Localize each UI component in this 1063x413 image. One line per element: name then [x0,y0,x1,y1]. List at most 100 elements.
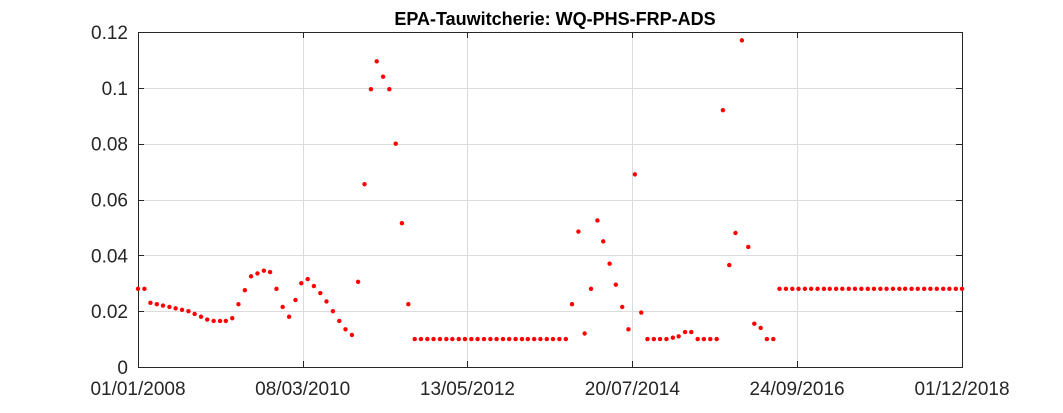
data-point [720,107,726,113]
data-point [739,38,745,43]
grid-lines [138,32,962,367]
data-point [833,286,839,292]
data-point [481,336,487,342]
data-point [179,307,185,312]
data-point [337,318,342,324]
data-point [242,288,248,293]
data-point [664,336,669,342]
data-point [959,286,965,292]
data-point [431,336,436,342]
data-point [531,336,537,342]
data-point [676,334,681,339]
axis-ticks: 01/01/2008 08/03/2010 13/05/2012 20/07/2014… [90,23,1009,400]
data-point [217,318,223,324]
data-point [186,308,191,314]
data-point [827,286,832,292]
data-point [318,290,323,296]
data-point [362,181,367,187]
data-point [305,276,310,282]
data-point [380,74,386,79]
data-point [607,261,612,266]
data-point [355,279,361,285]
data-point [613,282,619,287]
data-point [205,317,210,322]
data-point [148,300,153,305]
data-point [802,286,808,292]
data-point [865,286,870,292]
data-point [255,271,260,276]
data-point [758,325,763,331]
data-point [871,286,877,292]
data-point [557,336,562,342]
data-point [921,286,927,292]
data-point [940,286,946,292]
data-point [563,336,569,342]
data-point [406,301,411,307]
data-point [670,335,676,340]
y-tick-label: 0.08 [91,135,128,156]
data-point [488,336,493,342]
data-point [934,286,939,292]
data-point [620,304,625,310]
data-point [588,286,594,292]
data-point [796,286,801,292]
data-point [469,336,474,342]
data-point [135,286,141,292]
y-tick-label: 0.1 [102,79,128,100]
data-point [513,336,518,342]
data-point [349,332,355,338]
data-point [248,274,254,279]
data-point [324,299,329,304]
data-point [223,318,229,324]
x-tick-label: 01/12/2018 [914,379,1009,400]
data-point [689,329,694,335]
data-point [840,286,845,292]
y-tick-label: 0.04 [91,246,128,267]
y-tick-label: 0.02 [91,302,128,323]
data-point [167,304,172,310]
data-point [374,59,379,64]
data-point [236,301,241,307]
data-point [286,314,292,319]
chart-title: EPA-Tauwitcherie: WQ-PHS-FRP-ADS [394,9,715,29]
y-tick-label: 0.06 [91,191,128,212]
data-point [230,315,235,321]
data-point [154,301,160,307]
data-point [576,229,581,234]
data-point [846,286,851,292]
x-tick-label: 08/03/2010 [255,379,350,400]
data-point [928,286,933,292]
data-point [953,286,958,292]
x-tick-label: 01/01/2008 [90,379,185,400]
data-point [708,336,713,342]
data-point [595,218,600,223]
data-point [746,244,751,250]
data-point [639,310,644,315]
y-tick-label: 0.12 [91,23,128,44]
data-point [902,286,908,292]
data-point [764,336,770,342]
data-point [267,269,273,275]
data-point [462,336,468,342]
data-point [192,311,197,317]
data-point [368,87,374,92]
data-point [569,301,575,307]
data-point [601,239,606,244]
x-tick-label: 24/09/2016 [750,379,845,400]
y-tick-label: 0 [117,358,128,379]
data-point [714,336,719,342]
data-point [293,297,298,303]
data-point [727,262,732,268]
data-point [538,336,543,342]
data-point [808,286,814,292]
data-point [475,336,480,342]
data-point [142,286,147,292]
data-point [701,336,707,342]
data-point [274,286,279,292]
data-point [645,336,650,342]
data-point [494,336,499,342]
data-point [821,286,827,292]
data-point [777,286,782,292]
data-point [651,336,657,342]
